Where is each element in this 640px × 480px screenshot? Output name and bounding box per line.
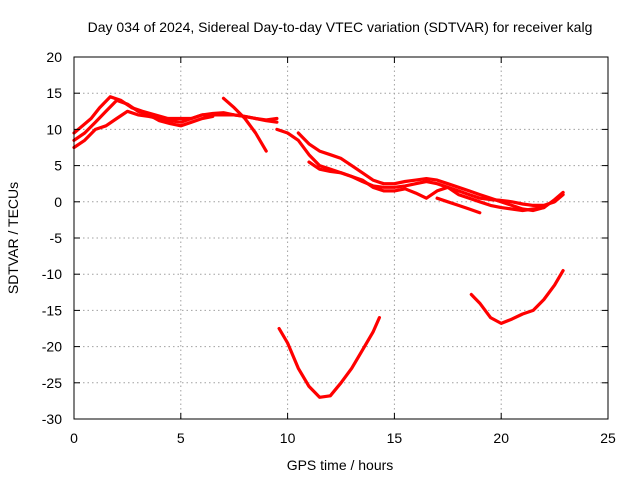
y-tick-label: -25: [42, 375, 62, 391]
y-tick-label: -15: [42, 302, 62, 318]
x-tick-label: 15: [387, 430, 403, 446]
chart-background: [0, 0, 640, 480]
x-tick-label: 10: [280, 430, 296, 446]
y-axis-label: SDTVAR / TECUs: [5, 182, 21, 294]
y-tick-label: 20: [46, 49, 62, 65]
y-tick-label: 15: [46, 85, 62, 101]
y-tick-label: 0: [54, 194, 62, 210]
y-tick-label: -10: [42, 266, 62, 282]
y-tick-label: 5: [54, 158, 62, 174]
y-tick-label: -20: [42, 339, 62, 355]
y-tick-label: 10: [46, 121, 62, 137]
sdtvar-chart: 0 5 10 15 20 25 -30 -25 -20 -15 -10 -5 0 5 10 15 20 Day …: [0, 0, 640, 480]
x-axis-label: GPS time / hours: [287, 457, 394, 473]
y-tick-label: -5: [50, 230, 63, 246]
y-tick-label: -30: [42, 411, 62, 427]
x-tick-label: 25: [600, 430, 616, 446]
x-tick-label: 0: [70, 430, 78, 446]
x-tick-label: 5: [177, 430, 185, 446]
chart-title: Day 034 of 2024, Sidereal Day-to-day VTE…: [88, 19, 593, 35]
x-tick-label: 20: [493, 430, 509, 446]
